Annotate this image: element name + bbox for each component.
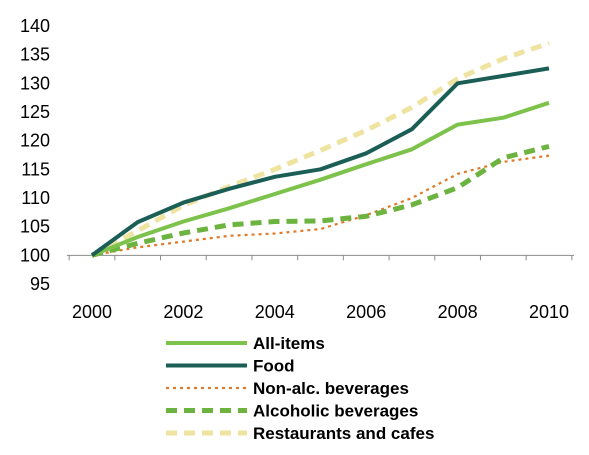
- y-tick-label: 105: [20, 217, 50, 237]
- legend-label: Alcoholic beverages: [253, 402, 418, 421]
- y-tick-label: 135: [20, 45, 50, 65]
- y-tick-label: 110: [21, 188, 50, 208]
- legend-label: Food: [253, 357, 295, 376]
- x-tick-label: 2008: [438, 302, 478, 322]
- legend-label: Non-alc. beverages: [253, 379, 409, 398]
- x-tick-label: 2002: [163, 302, 203, 322]
- series-line-food: [90, 66, 550, 257]
- legend-label: All-items: [253, 334, 325, 353]
- y-tick-label: 100: [20, 245, 50, 265]
- x-tick-label: 2000: [72, 302, 112, 322]
- axes: 95 100 105 110 115 120 125 130 135 140 2000 2002 200…: [20, 16, 574, 322]
- legend: All-items Food Non-alc. beverages Alcoholic…: [166, 334, 434, 443]
- y-tick-label: 115: [21, 159, 50, 179]
- y-tick-label: 130: [20, 73, 50, 93]
- series-line-restaurants-and-cafes: [90, 40, 550, 258]
- y-tick-label: 120: [20, 131, 50, 151]
- y-tick-label: 95: [30, 274, 50, 294]
- y-tick-label: 140: [20, 16, 50, 36]
- series-lines: [90, 40, 550, 258]
- x-tick-label: 2006: [346, 302, 386, 322]
- series-line-alcoholic-beverages: [91, 143, 550, 258]
- series-line-all-items: [91, 100, 550, 258]
- series-line-non-alc-beverages: [91, 154, 550, 257]
- legend-label: Restaurants and cafes: [253, 424, 434, 443]
- y-tick-label: 125: [20, 102, 50, 122]
- x-tick-label: 2004: [255, 302, 295, 322]
- x-tick-label: 2010: [529, 302, 569, 322]
